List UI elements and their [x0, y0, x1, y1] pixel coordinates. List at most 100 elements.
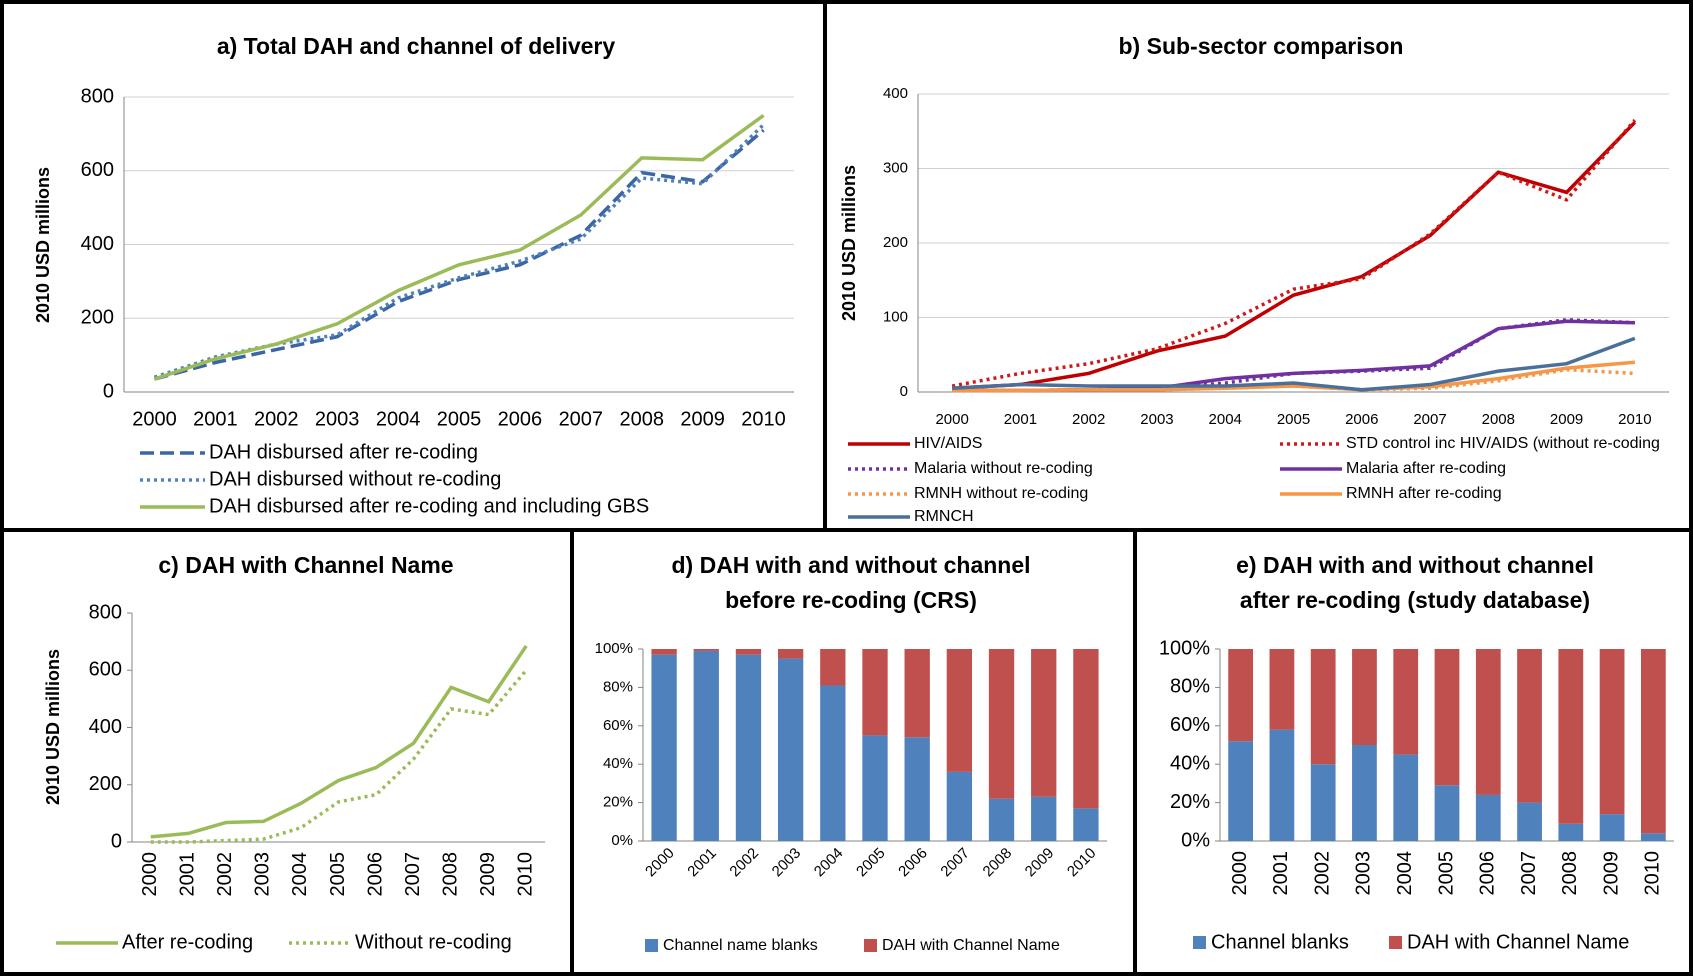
- x-tick-label: 2009: [1600, 851, 1622, 896]
- legend-label: After re-coding: [122, 931, 253, 953]
- bar-segment: [693, 649, 719, 651]
- legend-label: DAH with Channel Name: [1407, 931, 1629, 953]
- legend-label: STD control inc HIV/AIDS (without re-cod…: [1346, 435, 1660, 452]
- x-tick-label: 2002: [254, 408, 299, 430]
- x-tick-label: 2007: [1518, 851, 1540, 896]
- bar-segment: [862, 735, 888, 841]
- bar-segment: [1031, 649, 1057, 797]
- y-tick-label: 60%: [1170, 714, 1210, 736]
- bar-segment: [1434, 649, 1460, 786]
- legend-label: Without re-coding: [355, 931, 512, 953]
- bar-segment: [1073, 808, 1099, 841]
- x-tick-label: 2002: [214, 852, 236, 897]
- y-axis-label: 2010 USD millions: [43, 649, 63, 805]
- data-line: [952, 336, 1636, 392]
- legend-swatch: [645, 939, 658, 952]
- bar-segment: [1228, 649, 1254, 742]
- x-tick-label: 2008: [1559, 851, 1581, 896]
- legend-swatch: [1193, 936, 1206, 949]
- data-line: [150, 669, 528, 844]
- chart-title: after re-coding (study database): [1240, 587, 1590, 613]
- x-tick-label: 2009: [1550, 411, 1583, 428]
- bar-segment: [777, 649, 804, 659]
- data-line: [150, 644, 528, 839]
- data-line: [951, 118, 1637, 388]
- y-tick-label: 800: [81, 85, 114, 107]
- chart-title: d) DAH with and without channel: [671, 552, 1030, 578]
- x-tick-label: 2005: [327, 852, 349, 897]
- y-tick-label: 0: [900, 383, 908, 400]
- bar-segment: [735, 649, 762, 655]
- y-axis-label: 2010 USD millions: [33, 167, 53, 323]
- chart-panel: a) Total DAH and channel of delivery 2010…: [33, 33, 794, 517]
- x-tick-label: 2006: [1345, 411, 1378, 428]
- bar-segment: [946, 649, 973, 772]
- bar-segment: [862, 649, 888, 736]
- bar-segment: [1640, 649, 1666, 834]
- x-tick-label: 2007: [559, 408, 604, 430]
- legend-label: DAH with Channel Name: [882, 937, 1060, 954]
- bar-segment: [693, 650, 719, 841]
- y-tick-label: 0%: [611, 832, 633, 849]
- y-tick-label: 300: [883, 159, 908, 176]
- legend-label: DAH disbursed after re-coding: [209, 441, 478, 463]
- x-tick-label: 2003: [1140, 411, 1173, 428]
- bar-segment: [1031, 796, 1057, 841]
- bar-segment: [988, 649, 1015, 799]
- x-tick-label: 2010: [1642, 851, 1664, 896]
- bar-segment: [1269, 729, 1295, 841]
- bar-segment: [651, 654, 677, 841]
- x-tick-label: 2008: [619, 408, 664, 430]
- y-tick-label: 100: [883, 308, 908, 325]
- y-tick-label: 800: [89, 601, 122, 623]
- bar-segment: [1640, 833, 1666, 841]
- bar-segment: [1558, 823, 1584, 841]
- chart-title: b) Sub-sector comparison: [1119, 33, 1404, 59]
- y-tick-label: 100%: [595, 640, 633, 657]
- x-tick-label: 2004: [1394, 851, 1416, 896]
- bar-segment: [1352, 745, 1377, 841]
- bar-segment: [1073, 649, 1099, 809]
- y-tick-label: 40%: [603, 755, 633, 772]
- y-tick-label: 80%: [603, 678, 633, 695]
- x-tick-label: 2003: [1353, 851, 1375, 896]
- x-tick-label: 2004: [289, 852, 311, 897]
- chart-title: e) DAH with and without channel: [1236, 552, 1594, 578]
- y-tick-label: 20%: [1170, 791, 1210, 813]
- x-tick-label: 2000: [132, 408, 177, 430]
- x-tick-label: 2006: [498, 408, 543, 430]
- x-tick-label: 2008: [439, 852, 461, 897]
- x-tick-label: 2010: [1618, 411, 1651, 428]
- x-tick-label: 2001: [193, 408, 238, 430]
- x-tick-label: 2005: [437, 408, 482, 430]
- x-tick-label: 2006: [1477, 851, 1499, 896]
- bar-segment: [651, 649, 677, 655]
- legend-label: Channel blanks: [1211, 931, 1349, 953]
- data-line: [153, 114, 765, 381]
- bar-segment: [1352, 649, 1377, 745]
- bar-segment: [904, 649, 930, 738]
- x-tick-label: 2010: [741, 408, 786, 430]
- x-tick-label: 2000: [1229, 851, 1251, 896]
- y-tick-label: 0: [111, 830, 122, 852]
- x-tick-label: 2007: [1413, 411, 1446, 428]
- y-tick-label: 0: [103, 380, 114, 402]
- bar-segment: [1475, 649, 1501, 795]
- bar-segment: [946, 771, 973, 841]
- bar-segment: [1434, 785, 1460, 841]
- x-tick-label: 2004: [376, 408, 421, 430]
- legend-label: RMNH after re-coding: [1346, 485, 1502, 502]
- y-tick-label: 400: [89, 716, 122, 738]
- bar-segment: [1228, 741, 1254, 841]
- bar-segment: [1269, 649, 1295, 730]
- legend-swatch: [1389, 936, 1402, 949]
- x-tick-label: 2010: [515, 852, 537, 897]
- chart-title: a) Total DAH and channel of delivery: [217, 33, 616, 59]
- legend-label: HIV/AIDS: [914, 435, 982, 452]
- x-tick-label: 2005: [1435, 851, 1457, 896]
- x-tick-label: 2007: [402, 852, 424, 897]
- x-tick-label: 2000: [935, 411, 968, 428]
